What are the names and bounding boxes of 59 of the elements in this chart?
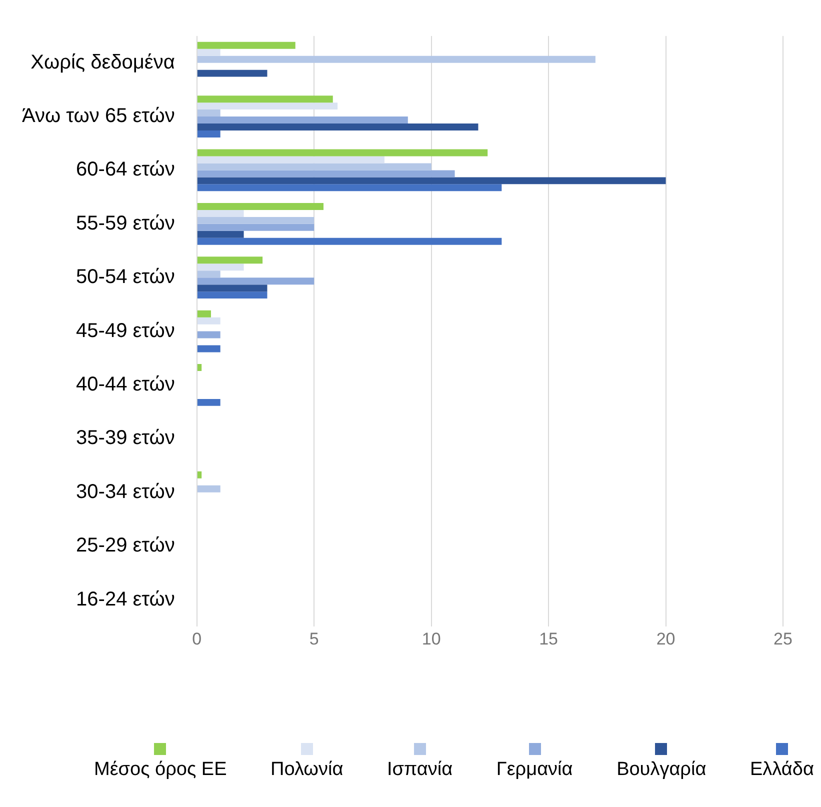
- bar: [197, 48, 220, 56]
- y-tick-label: 45-49 ετών: [76, 320, 175, 342]
- bar: [197, 224, 314, 231]
- y-tick-label: Άνω των 65 ετών: [22, 105, 175, 128]
- bar: [197, 184, 502, 192]
- bar: [197, 485, 220, 492]
- bar: [197, 256, 263, 264]
- bar: [197, 177, 666, 184]
- bar: [197, 42, 296, 49]
- y-tick-label: 30-34 ετών: [76, 480, 175, 503]
- bar: [197, 364, 202, 372]
- bar: [197, 149, 488, 156]
- bar: [197, 398, 220, 406]
- bar: [197, 292, 268, 299]
- bar: [197, 116, 408, 124]
- bar: [197, 278, 314, 285]
- bar: [197, 345, 220, 352]
- bar: [197, 270, 220, 278]
- x-tick-label: 15: [539, 629, 558, 648]
- legend-label: Βουλγαρία: [616, 759, 706, 781]
- bar: [197, 124, 478, 130]
- bar: [197, 310, 211, 318]
- bar: [197, 264, 244, 271]
- x-tick-label: 25: [774, 629, 792, 648]
- y-tick-label: Χωρίς δεδομένα: [30, 51, 175, 74]
- bar: [197, 317, 220, 324]
- bar: [197, 102, 338, 110]
- x-tick-label: 0: [192, 629, 202, 648]
- bar: [197, 56, 596, 63]
- bar: [197, 210, 244, 217]
- y-tick-label: 60-64 ετών: [76, 158, 175, 181]
- bar: [197, 471, 202, 478]
- y-tick-label: 35-39 ετών: [76, 427, 175, 450]
- bar: [197, 331, 220, 338]
- bar: [197, 216, 314, 224]
- x-tick-label: 5: [309, 629, 319, 648]
- bar: [197, 284, 268, 292]
- legend-label: Πολωνία: [270, 759, 344, 781]
- bar: [197, 130, 220, 138]
- y-tick-label: 25-29 ετών: [76, 534, 175, 557]
- legend-label: Ελλάδα: [750, 759, 814, 781]
- bar: [197, 110, 220, 117]
- bar: [197, 238, 502, 245]
- bar: [197, 156, 384, 164]
- y-tick-label: 55-59 ετών: [76, 212, 175, 234]
- legend-label: Ισπανία: [387, 759, 453, 781]
- x-tick-label: 20: [656, 629, 676, 648]
- bar: [197, 163, 432, 170]
- y-tick-label: 16-24 ετών: [76, 588, 175, 610]
- legend-label: Μέσος όρος ΕΕ: [94, 759, 227, 781]
- legend-label: Γερμανία: [496, 759, 573, 781]
- bar: [197, 230, 244, 238]
- bar: [197, 70, 268, 77]
- y-tick-label: 50-54 ετών: [76, 266, 175, 288]
- bar: [197, 202, 324, 210]
- x-tick-label: 10: [422, 629, 441, 648]
- y-tick-label: 40-44 ετών: [76, 374, 175, 396]
- bar: [197, 170, 455, 178]
- bar: [197, 96, 333, 103]
